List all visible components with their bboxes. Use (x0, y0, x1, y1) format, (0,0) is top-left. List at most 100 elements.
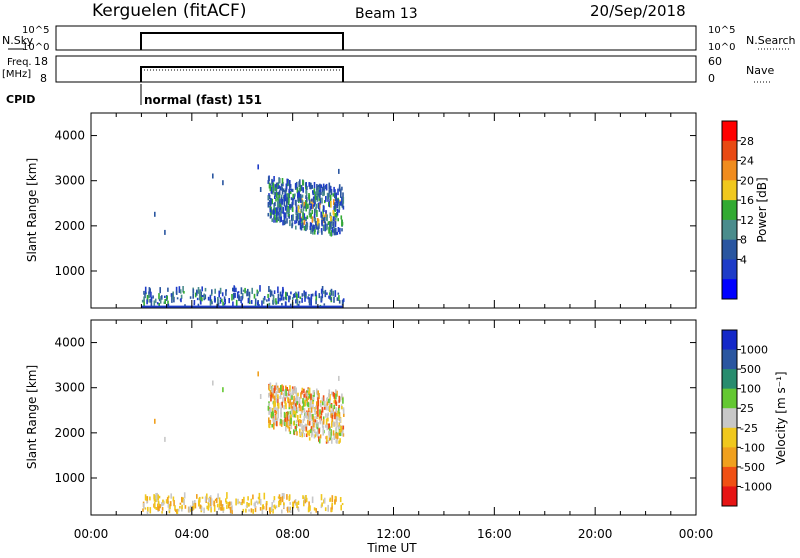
echo-cell (342, 201, 344, 208)
echo-cell (196, 289, 198, 296)
echo-cell (159, 287, 161, 294)
echo-cell (271, 391, 273, 398)
echo-cell (305, 424, 308, 429)
echo-cell (294, 400, 296, 405)
echo-cell (336, 231, 339, 235)
echo-cell (274, 419, 276, 426)
echo-cell (207, 296, 210, 301)
echo-cell (251, 287, 253, 294)
echo-cell (261, 509, 264, 515)
colorbar-tick-label: -1000 (740, 480, 772, 493)
y-tick-label: 4000 (54, 129, 85, 143)
echo-cell (305, 224, 307, 232)
y-tick-label: 2000 (54, 426, 85, 440)
echo-cell (311, 293, 314, 297)
echo-cell (313, 215, 316, 222)
velocity-colorbar-label: Velocity [m s⁻¹] (774, 371, 788, 464)
echo-cell (296, 396, 299, 403)
echo-cell (253, 293, 256, 299)
echo-cell (228, 298, 230, 304)
echo-cell (265, 507, 268, 511)
power-colorbar-blocks (722, 121, 737, 300)
echo-cell (293, 413, 296, 418)
echo-cell (280, 211, 282, 217)
echo-cell (323, 303, 326, 306)
echo-cell (303, 415, 306, 421)
echo-cell (304, 423, 307, 429)
echo-cell (312, 198, 315, 203)
echo-cell (309, 505, 311, 511)
y-tick-label: 3000 (54, 381, 85, 395)
echo-cell (272, 418, 275, 425)
echo-cell (308, 437, 311, 441)
echo-cell (289, 410, 292, 415)
echo-cell (233, 285, 235, 293)
echo-cell (317, 421, 319, 428)
nsky-label: N.Sky (2, 34, 34, 47)
echo-cell (341, 300, 344, 306)
echo-cell (252, 494, 254, 500)
echo-cell (332, 221, 335, 229)
freq-trace (140, 66, 344, 82)
echo-cell (292, 297, 294, 300)
echo-cell (194, 292, 197, 298)
echo-cell (167, 287, 169, 292)
echo-cell (335, 217, 337, 221)
echo-cell (306, 197, 308, 203)
echo-cell (275, 410, 278, 415)
echo-cell (285, 412, 287, 418)
echo-cell (295, 181, 298, 189)
echo-cell (310, 299, 312, 306)
echo-cell (317, 406, 319, 412)
echo-cell (314, 419, 317, 423)
echo-cell (332, 210, 335, 215)
velocity-colorbar-ticks: 1000 500 100 25 -25 -100 -500 -1000 (737, 344, 772, 493)
nsky-tick-top: 10^5 (22, 25, 49, 36)
echo-cell (279, 395, 281, 400)
echo-cell (282, 188, 285, 192)
echo-cell (290, 417, 292, 425)
echo-cell (325, 418, 328, 425)
echo-cell (328, 427, 331, 432)
echo-cell (325, 196, 327, 202)
echo-cell (280, 412, 282, 418)
echo-cell (143, 296, 145, 302)
echo-cell (273, 422, 275, 430)
echo-cell (316, 221, 319, 226)
echo-cell (297, 205, 300, 213)
echo-cell (311, 225, 314, 233)
echo-cell (175, 509, 177, 513)
echo-cell (175, 286, 178, 294)
echo-cell (301, 200, 304, 207)
echo-cell (283, 505, 285, 509)
echo-cell (312, 229, 314, 235)
echo-cell (315, 191, 317, 197)
echo-cell (291, 207, 294, 213)
echo-cell (315, 416, 317, 420)
echo-cell (315, 508, 317, 513)
echo-cell (284, 213, 286, 220)
echo-cell (288, 208, 290, 214)
echo-cell (267, 176, 270, 183)
echo-cell (308, 501, 310, 508)
echo-cell (298, 190, 301, 198)
echo-cell (315, 226, 318, 230)
echo-cell (271, 218, 273, 222)
echo-cell (284, 397, 286, 404)
echo-cell (324, 400, 326, 407)
echo-cell (305, 187, 307, 194)
echo-cell (295, 426, 297, 432)
echo-cell (214, 298, 216, 303)
echo-cell (321, 231, 323, 235)
echo-cell (288, 495, 291, 502)
echo-cell (281, 401, 283, 408)
echo-cell (245, 505, 248, 508)
echo-cell (199, 289, 201, 296)
echo-cell (268, 408, 271, 413)
echo-cell (334, 399, 337, 405)
echo-cell (179, 298, 182, 301)
echo-cell (196, 297, 199, 301)
echo-cell (324, 507, 327, 512)
echo-cell (313, 408, 316, 412)
